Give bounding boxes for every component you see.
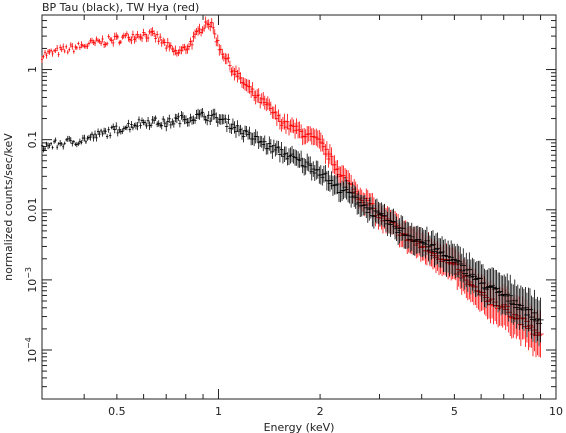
y-tick-label: 10−3 — [24, 267, 39, 293]
x-tick-label: 2 — [317, 405, 324, 418]
series-bp-tau — [41, 107, 544, 347]
chart-title: BP Tau (black), TW Hya (red) — [42, 1, 199, 14]
y-tick-label: 0.01 — [26, 198, 39, 223]
tick-labels: 0.5 1 2 5 10 1 0.1 0.01 10−3 10−4 — [24, 66, 563, 418]
axis-ticks — [41, 14, 557, 400]
x-tick-label: 5 — [451, 405, 458, 418]
series-tw-hya — [41, 16, 544, 358]
y-tick-label: 10−4 — [24, 337, 39, 363]
y-tick-label: 1 — [26, 66, 39, 73]
series-layer — [41, 16, 544, 358]
y-tick-label: 0.1 — [26, 131, 39, 149]
x-tick-label: 10 — [549, 405, 563, 418]
x-tick-label: 1 — [215, 405, 222, 418]
x-axis-label: Energy (keV) — [264, 421, 335, 433]
y-axis-label: normalized counts/sec/keV — [2, 133, 15, 281]
plot-frame — [41, 14, 557, 400]
x-tick-label: 0.5 — [108, 405, 126, 418]
